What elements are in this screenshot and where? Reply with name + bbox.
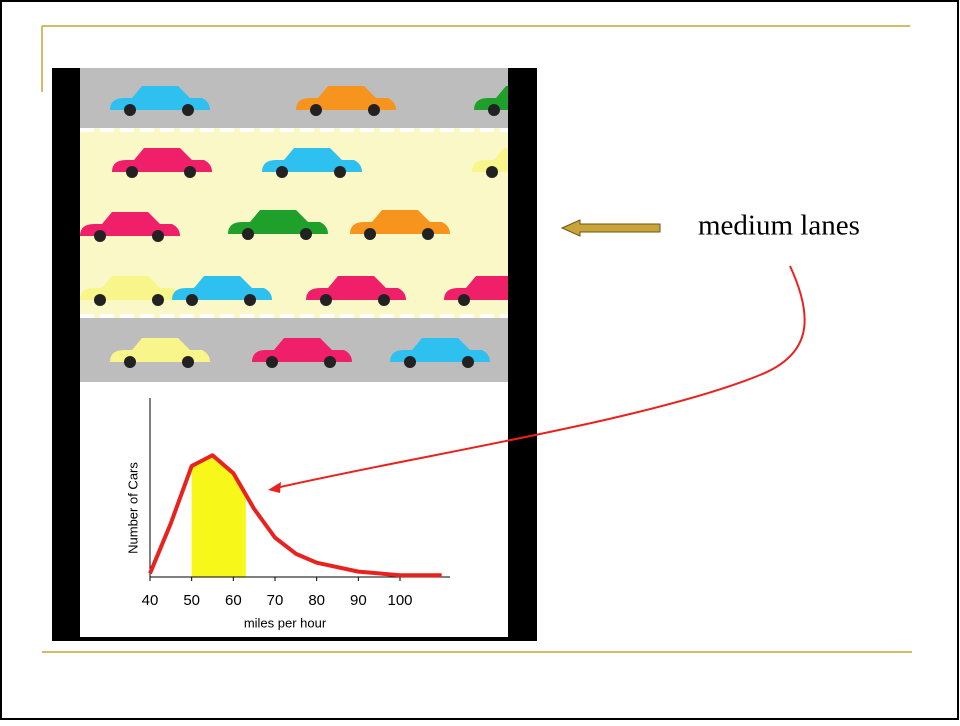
car-wheel xyxy=(300,228,312,240)
car-wheel xyxy=(94,294,106,306)
car-wheel xyxy=(152,230,164,242)
car-wheel xyxy=(310,104,322,116)
car-wheel xyxy=(368,104,380,116)
x-tick-label: 80 xyxy=(308,592,325,609)
x-tick-label: 100 xyxy=(387,592,412,609)
car-wheel xyxy=(364,228,376,240)
car-wheel xyxy=(94,230,106,242)
car-wheel xyxy=(276,166,288,178)
x-tick-label: 90 xyxy=(350,592,367,609)
car-wheel xyxy=(242,228,254,240)
x-tick-label: 70 xyxy=(267,592,284,609)
y-axis-label: Number of Cars xyxy=(125,462,140,554)
slide: Number of Cars miles per hour 40 50 60 70 80… xyxy=(0,0,960,721)
car-wheel xyxy=(378,294,390,306)
car-wheel xyxy=(126,166,138,178)
x-tick-label: 60 xyxy=(225,592,242,609)
x-tick-label: 40 xyxy=(142,592,159,609)
x-tick-label: 50 xyxy=(183,592,200,609)
car-wheel xyxy=(488,104,500,116)
car-wheel xyxy=(184,166,196,178)
car-wheel xyxy=(404,356,416,368)
x-axis-label: miles per hour xyxy=(244,615,327,630)
car-wheel xyxy=(244,294,256,306)
car-wheel xyxy=(182,356,194,368)
car-wheel xyxy=(458,294,470,306)
car-wheel xyxy=(266,356,278,368)
car-wheel xyxy=(124,356,136,368)
car-wheel xyxy=(186,294,198,306)
car-wheel xyxy=(324,356,336,368)
car-wheel xyxy=(182,104,194,116)
car-wheel xyxy=(422,228,434,240)
car-wheel xyxy=(124,104,136,116)
car-wheel xyxy=(320,294,332,306)
car-wheel xyxy=(152,294,164,306)
callout-text: medium lanes xyxy=(698,210,860,242)
car-wheel xyxy=(462,356,474,368)
car-wheel xyxy=(486,166,498,178)
car-wheel xyxy=(334,166,346,178)
